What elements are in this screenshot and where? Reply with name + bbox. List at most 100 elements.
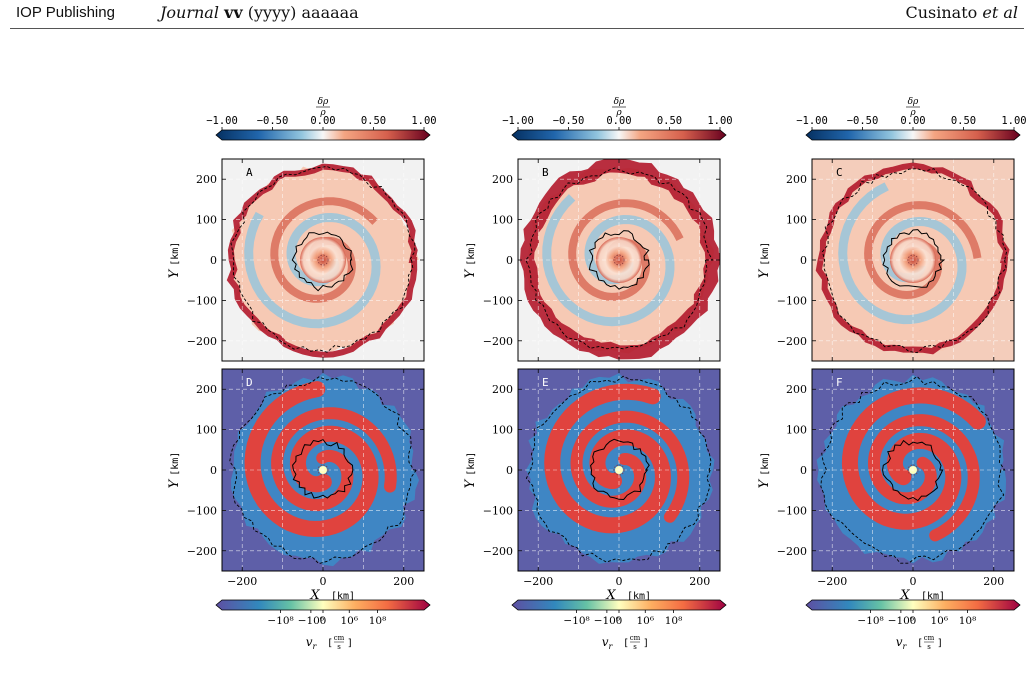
colorbar-label-numerator: δρ	[318, 97, 329, 107]
y-axis-unit: [km]	[170, 452, 181, 476]
y-tick-label: 0	[210, 254, 217, 267]
panel-label: F	[836, 376, 843, 389]
y-tick-label: 200	[196, 383, 217, 396]
outer-dashed-contour	[525, 375, 712, 563]
y-tick-label: 200	[786, 383, 807, 396]
author-surname: Cusinato	[905, 3, 978, 22]
panel-label: D	[246, 376, 253, 389]
colorbar-tick-label: −10⁸	[267, 615, 293, 627]
colorbar-tick-label: −10⁶	[298, 615, 324, 627]
x-axis-unit: [km]	[921, 591, 945, 602]
colorbar-tick-label: −0.50	[553, 115, 585, 127]
colorbar-tick-label: 1.00	[411, 115, 436, 127]
journal-reference: Journal vv (yyyy) aaaaaa	[160, 3, 359, 22]
inner-solid-contour	[292, 438, 354, 499]
colorbar-tick-label: −10⁶	[594, 615, 620, 627]
density-colorbar: −1.00 −0.50 0.00 0.50 1.00 δρρ	[796, 97, 1027, 141]
center-dotted-contour	[317, 254, 329, 266]
y-tick-label: 100	[196, 214, 217, 227]
panel-label: C	[836, 166, 843, 179]
colorbar-tick-label: 0	[320, 615, 327, 627]
x-axis-label: X	[309, 588, 320, 603]
panel-image	[518, 159, 720, 361]
panel-image	[222, 369, 424, 571]
y-tick-label: −100	[187, 504, 217, 517]
center-dotted-contour	[907, 254, 919, 266]
y-axis-variable: Y	[463, 268, 478, 278]
colorbar-unit-bracket: ]	[643, 638, 649, 649]
et-al: et al	[982, 3, 1018, 22]
colorbar-label-numerator: δρ	[908, 97, 919, 107]
disk-rim	[519, 159, 720, 360]
colorbar-label-subscript: r	[312, 642, 317, 651]
colorbar-tick-label: 10⁶	[636, 615, 654, 627]
y-axis-unit: [km]	[466, 242, 477, 266]
panel-label: E	[542, 376, 549, 389]
x-tick-label: 0	[616, 575, 623, 588]
colorbar-unit-bracket: ]	[937, 638, 943, 649]
y-tick-label: −100	[483, 504, 513, 517]
colorbar-tick-label: 10⁸	[665, 615, 683, 627]
y-axis-unit: [km]	[760, 242, 771, 266]
density-colorbar: −1.00 −0.50 0.00 0.50 1.00 δρρ	[206, 97, 437, 141]
x-tick-label: 0	[320, 575, 327, 588]
outflow-spiral-arm	[868, 414, 980, 542]
colorbar-strip	[511, 129, 727, 141]
disk-rim	[226, 163, 418, 358]
outer-dashed-contour	[229, 376, 418, 565]
outer-dashed-contour	[230, 166, 416, 353]
panel-image	[812, 369, 1014, 571]
y-tick-label: −200	[483, 545, 513, 558]
colorbar-unit-bracket: [	[917, 638, 923, 649]
center-dotted-contour	[613, 464, 625, 476]
colorbar-strip	[805, 599, 1021, 611]
center-dotted-contour	[613, 254, 625, 266]
colorbar-strip	[511, 599, 727, 611]
journal-volume: vv	[224, 3, 243, 22]
journal-name: Journal	[160, 3, 219, 22]
y-tick-label: −100	[187, 294, 217, 307]
y-tick-label: 100	[196, 424, 217, 437]
y-axis-variable: Y	[167, 268, 182, 278]
colorbar-tick-label: 10⁶	[340, 615, 358, 627]
y-tick-label: 200	[786, 173, 807, 186]
colorbar-label-denominator: ρ	[319, 108, 326, 118]
colorbar-tick-label: 0.50	[361, 115, 386, 127]
colorbar-tick-label: 0.00	[606, 115, 631, 127]
y-axis-variable: Y	[757, 478, 772, 488]
y-axis-label: Y [km]	[463, 242, 478, 279]
x-axis-unit: [km]	[627, 591, 651, 602]
y-axis-variable: Y	[167, 478, 182, 488]
colorbar-label-denominator: ρ	[909, 108, 916, 118]
inner-solid-contour	[882, 229, 946, 288]
colorbar-strip	[215, 129, 431, 141]
journal-year: (yyyy)	[247, 3, 297, 22]
disk-rim	[815, 162, 1010, 355]
panel-label: A	[246, 166, 253, 179]
colorbar-unit-denominator: s	[927, 643, 931, 651]
colorbar-tick-label: −10⁸	[857, 615, 883, 627]
inner-solid-contour	[291, 231, 354, 292]
colorbar-label-subscript: r	[902, 642, 907, 651]
colorbar-tick-label: 1.00	[1001, 115, 1026, 127]
panel-image	[812, 159, 1014, 361]
outflow-spiral-arm	[544, 383, 671, 534]
y-tick-label: 200	[492, 173, 513, 186]
colorbar-unit-bracket: [	[623, 638, 629, 649]
y-tick-label: −100	[777, 504, 807, 517]
colorbar-tick-label: 0	[616, 615, 623, 627]
y-tick-label: −200	[187, 335, 217, 348]
outer-dashed-contour	[821, 168, 1008, 354]
y-axis-unit: [km]	[170, 242, 181, 266]
panel-e: E 200 100 0 −100 −200 −200 0 200 X [km] Y [km]	[463, 368, 721, 603]
colorbar-unit-bracket: ]	[347, 638, 353, 649]
y-tick-label: 0	[506, 254, 513, 267]
author-header: Cusinato et al	[905, 3, 1018, 22]
colorbar-label: vr	[306, 635, 318, 651]
publisher-name: IOP Publishing	[16, 4, 115, 21]
inner-solid-contour	[590, 438, 650, 501]
y-tick-label: 200	[196, 173, 217, 186]
